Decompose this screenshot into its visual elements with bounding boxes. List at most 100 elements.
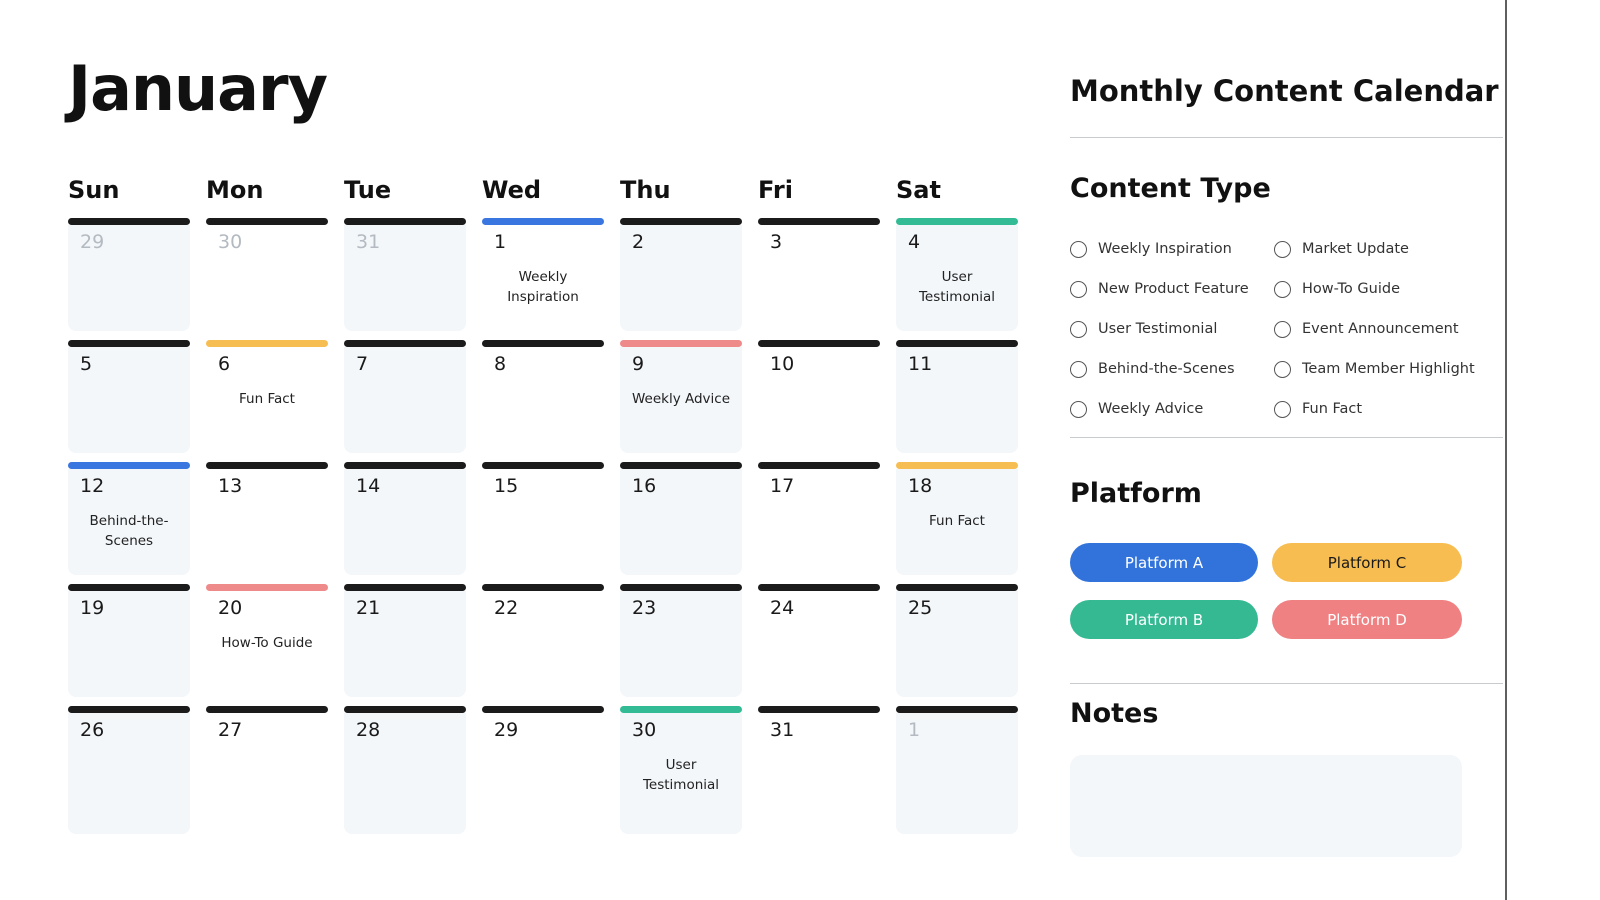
content-type-item: Market Update [1274,240,1475,258]
calendar-cell[interactable]: 30 [206,218,328,331]
day-header-sat: Sat [896,176,941,204]
calendar-cell[interactable]: 1 Weekly Inspiration [482,218,604,331]
calendar-cell[interactable]: 19 [68,584,190,697]
content-type-label: Market Update [1302,241,1409,257]
cell-category-bar [758,218,880,225]
event-label: Fun Fact [929,513,985,529]
cell-category-bar [896,584,1018,591]
cell-category-bar [758,462,880,469]
cell-body: 28 [344,713,466,834]
content-type-label: How-To Guide [1302,281,1400,297]
month-title: January [68,52,328,125]
content-type-checkbox[interactable] [1070,280,1087,298]
day-number: 11 [908,353,933,375]
calendar-cell[interactable]: 31 [344,218,466,331]
cell-category-bar [896,340,1018,347]
calendar-cell[interactable]: 14 [344,462,466,575]
cell-body: 5 [68,347,190,453]
calendar-cell[interactable]: 24 [758,584,880,697]
calendar-cell[interactable]: 4 User Testimonial [896,218,1018,331]
divider [1070,137,1503,138]
platform-button-b[interactable]: Platform B [1070,600,1258,639]
cell-body: 25 [896,591,1018,697]
day-number: 31 [356,231,381,253]
calendar-cell[interactable]: 8 [482,340,604,453]
content-type-checkbox[interactable] [1070,320,1087,338]
event-label: User Testimonial [642,757,720,793]
cell-category-bar [896,218,1018,225]
content-type-checkbox[interactable] [1274,280,1291,298]
cell-category-bar [344,462,466,469]
content-type-checkbox[interactable] [1274,320,1291,338]
calendar-cell[interactable]: 29 [68,218,190,331]
cell-category-bar [482,218,604,225]
calendar-cell[interactable]: 25 [896,584,1018,697]
page-edge-line [1505,0,1507,900]
calendar-cell[interactable]: 16 [620,462,742,575]
calendar-cell[interactable]: 23 [620,584,742,697]
divider [1070,683,1503,684]
calendar-cell[interactable]: 17 [758,462,880,575]
cell-category-bar [68,706,190,713]
notes-box[interactable] [1070,755,1462,857]
calendar-cell[interactable]: 20 How-To Guide [206,584,328,697]
content-type-checkbox[interactable] [1274,360,1291,378]
calendar-cell[interactable]: 13 [206,462,328,575]
platform-button-c[interactable]: Platform C [1272,543,1462,582]
calendar-cell[interactable]: 28 [344,706,466,834]
cell-body: 1 [896,713,1018,834]
day-number: 31 [770,719,795,741]
calendar-cell[interactable]: 5 [68,340,190,453]
calendar-cell[interactable]: 6 Fun Fact [206,340,328,453]
content-type-label: Fun Fact [1302,401,1363,417]
cell-category-bar [758,340,880,347]
content-type-label: Team Member Highlight [1302,361,1475,377]
day-header-tue: Tue [344,176,392,204]
cell-body: 14 [344,469,466,575]
cell-body: 23 [620,591,742,697]
content-type-checkbox[interactable] [1070,360,1087,378]
day-header-wed: Wed [482,176,542,204]
day-number: 5 [80,353,93,375]
content-type-checkbox[interactable] [1070,400,1087,418]
day-header-sun: Sun [68,176,120,204]
content-type-checkbox[interactable] [1274,240,1291,258]
calendar-cell[interactable]: 11 [896,340,1018,453]
calendar-cell[interactable]: 3 [758,218,880,331]
cell-body: 26 [68,713,190,834]
content-type-item: How-To Guide [1274,280,1475,298]
platform-button-a[interactable]: Platform A [1070,543,1258,582]
calendar-cell[interactable]: 21 [344,584,466,697]
calendar-cell[interactable]: 22 [482,584,604,697]
calendar-cell[interactable]: 31 [758,706,880,834]
content-type-item: Team Member Highlight [1274,360,1475,378]
cell-body: 4 User Testimonial [896,225,1018,331]
calendar-cell[interactable]: 1 [896,706,1018,834]
calendar-cell[interactable]: 7 [344,340,466,453]
cell-category-bar [68,218,190,225]
calendar-cell[interactable]: 9 Weekly Advice [620,340,742,453]
platform-button-d[interactable]: Platform D [1272,600,1462,639]
calendar-cell[interactable]: 18 Fun Fact [896,462,1018,575]
calendar-cell[interactable]: 30 User Testimonial [620,706,742,834]
cell-body: 30 [206,225,328,331]
calendar-cell[interactable]: 26 [68,706,190,834]
calendar-cell[interactable]: 12 Behind-the-Scenes [68,462,190,575]
cell-category-bar [206,584,328,591]
calendar-cell[interactable]: 10 [758,340,880,453]
cell-body: 13 [206,469,328,575]
calendar-cell[interactable]: 27 [206,706,328,834]
calendar-cell[interactable]: 29 [482,706,604,834]
cell-category-bar [206,340,328,347]
cell-category-bar [482,706,604,713]
content-type-checkbox[interactable] [1070,240,1087,258]
cell-body: 31 [344,225,466,331]
content-type-item: New Product Feature [1070,280,1274,298]
calendar-cell[interactable]: 2 [620,218,742,331]
content-type-checkbox[interactable] [1274,400,1291,418]
cell-body: 7 [344,347,466,453]
cell-category-bar [68,340,190,347]
day-number: 24 [770,597,795,619]
cell-body: 19 [68,591,190,697]
calendar-cell[interactable]: 15 [482,462,604,575]
